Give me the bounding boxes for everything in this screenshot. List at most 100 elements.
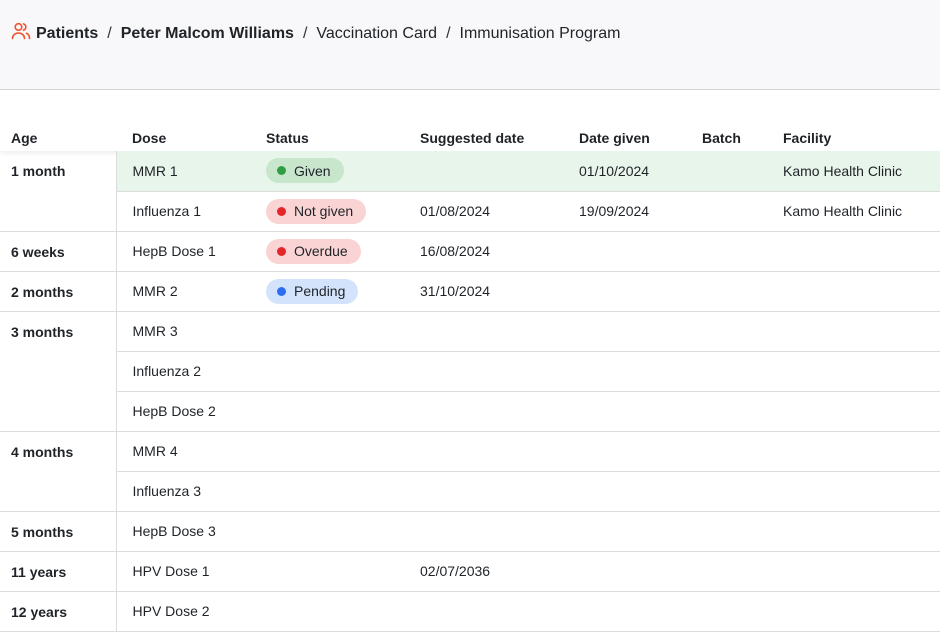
suggested-cell: 01/08/2024 bbox=[404, 191, 563, 232]
table-row[interactable]: HepB Dose 2 bbox=[0, 391, 940, 432]
suggested-cell bbox=[404, 351, 563, 392]
status-cell: Overdue bbox=[250, 231, 404, 272]
age-cell: 1 month bbox=[0, 151, 117, 232]
batch-cell bbox=[686, 351, 767, 392]
table-row[interactable]: 11 years HPV Dose 1 02/07/2036 bbox=[0, 551, 940, 592]
status-cell: Given bbox=[250, 151, 404, 192]
status-badge: Overdue bbox=[266, 238, 361, 264]
suggested-cell bbox=[404, 391, 563, 432]
batch-cell bbox=[686, 231, 767, 272]
given-cell: 19/09/2024 bbox=[563, 191, 686, 232]
dose-cell: HepB Dose 2 bbox=[116, 391, 250, 432]
table-row[interactable]: Influenza 2 bbox=[0, 351, 940, 392]
given-cell bbox=[563, 431, 686, 472]
column-header: Status bbox=[266, 129, 309, 146]
column-header: Facility bbox=[783, 129, 832, 146]
age-cell: 5 months bbox=[0, 511, 117, 552]
immunisation-table: Age Dose Status Suggested date Date given Bat… bbox=[0, 124, 940, 632]
batch-cell bbox=[686, 191, 767, 232]
table-row[interactable]: 1 month MMR 1 Given 01/10/2024 Kamo Health C… bbox=[0, 151, 940, 232]
column-header: Suggested date bbox=[420, 129, 525, 146]
status-label: Given bbox=[294, 162, 331, 179]
given-cell bbox=[563, 271, 686, 312]
suggested-cell bbox=[404, 311, 563, 352]
table-row[interactable]: 4 months MMR 4 bbox=[0, 431, 940, 512]
table-row[interactable]: 5 months HepB Dose 3 bbox=[0, 511, 940, 552]
facility-cell bbox=[767, 511, 940, 552]
column-header: Dose bbox=[132, 129, 167, 146]
breadcrumb-separator: / bbox=[302, 24, 308, 42]
suggested-cell: 16/08/2024 bbox=[404, 231, 563, 272]
breadcrumb: Patients / Peter Malcom Williams / Vaccinati… bbox=[11, 22, 620, 45]
status-dot-icon bbox=[277, 246, 286, 256]
dose-cell: MMR 3 bbox=[116, 311, 250, 352]
status-cell bbox=[250, 311, 404, 352]
status-cell bbox=[250, 591, 404, 632]
dose-cell: Influenza 2 bbox=[116, 351, 250, 392]
table-row[interactable]: 3 months MMR 3 bbox=[0, 311, 940, 432]
status-label: Overdue bbox=[294, 243, 348, 259]
given-cell bbox=[563, 391, 686, 432]
column-header: Age bbox=[11, 129, 38, 146]
batch-cell bbox=[686, 431, 767, 472]
dose-cell: HPV Dose 2 bbox=[116, 591, 250, 632]
breadcrumb-item[interactable]: Patients bbox=[36, 24, 99, 42]
status-badge: Given bbox=[266, 158, 344, 184]
facility-cell bbox=[767, 551, 940, 592]
breadcrumb-separator: / bbox=[107, 24, 112, 42]
column-header: Date given bbox=[579, 129, 650, 146]
facility-cell bbox=[767, 231, 940, 272]
status-cell bbox=[250, 511, 404, 552]
suggested-cell: 31/10/2024 bbox=[404, 271, 563, 312]
given-cell bbox=[563, 471, 686, 512]
batch-cell bbox=[686, 511, 767, 552]
given-cell: 01/10/2024 bbox=[563, 151, 686, 192]
users-icon bbox=[11, 22, 31, 45]
breadcrumb-item[interactable]: Vaccination Card bbox=[316, 24, 438, 42]
status-label: Pending bbox=[294, 283, 346, 299]
batch-cell bbox=[686, 311, 767, 352]
given-cell bbox=[563, 551, 686, 592]
age-cell: 12 years bbox=[0, 591, 117, 632]
facility-cell: Kamo Health Clinic bbox=[767, 191, 940, 232]
status-badge: Not given bbox=[266, 198, 367, 224]
dose-cell: HPV Dose 1 bbox=[116, 551, 250, 592]
dose-cell: Influenza 3 bbox=[116, 471, 250, 512]
facility-cell bbox=[767, 391, 940, 432]
suggested-cell: 02/07/2036 bbox=[404, 551, 563, 592]
breadcrumb-item[interactable]: Peter Malcom Williams bbox=[120, 24, 294, 42]
status-cell bbox=[250, 471, 404, 512]
status-cell bbox=[250, 551, 404, 592]
batch-cell bbox=[686, 591, 767, 632]
status-cell bbox=[250, 431, 404, 472]
table-row[interactable]: 6 weeks HepB Dose 1 Overdue 16/08/2024 bbox=[0, 231, 940, 272]
batch-cell bbox=[686, 271, 767, 312]
status-cell bbox=[250, 351, 404, 392]
dose-cell: MMR 1 bbox=[116, 151, 250, 192]
facility-cell bbox=[767, 271, 940, 312]
status-dot-icon bbox=[277, 286, 286, 296]
facility-cell bbox=[767, 471, 940, 512]
table-row[interactable]: 12 years HPV Dose 2 bbox=[0, 591, 940, 632]
dose-cell: Influenza 1 bbox=[116, 191, 250, 232]
dose-cell: HepB Dose 3 bbox=[116, 511, 250, 552]
status-dot-icon bbox=[277, 206, 286, 216]
batch-cell bbox=[686, 151, 767, 192]
dose-cell: MMR 4 bbox=[116, 431, 250, 472]
status-badge: Pending bbox=[266, 278, 359, 304]
breadcrumb-separator: / bbox=[446, 24, 451, 42]
given-cell bbox=[563, 231, 686, 272]
age-cell: 2 months bbox=[0, 271, 117, 312]
dose-cell: HepB Dose 1 bbox=[116, 231, 250, 272]
facility-cell bbox=[767, 351, 940, 392]
status-dot-icon bbox=[277, 166, 286, 176]
table-row[interactable]: 2 months MMR 2 Pending 31/10/2024 bbox=[0, 271, 940, 312]
table-row[interactable]: Influenza 1 Not given 01/08/2024 19/09/2024… bbox=[0, 191, 940, 232]
column-header: Batch bbox=[702, 129, 741, 146]
breadcrumb-item[interactable]: Immunisation Program bbox=[459, 24, 621, 42]
status-cell: Not given bbox=[250, 191, 404, 232]
batch-cell bbox=[686, 551, 767, 592]
given-cell bbox=[563, 591, 686, 632]
table-row[interactable]: Influenza 3 bbox=[0, 471, 940, 512]
age-cell: 4 months bbox=[0, 431, 117, 512]
